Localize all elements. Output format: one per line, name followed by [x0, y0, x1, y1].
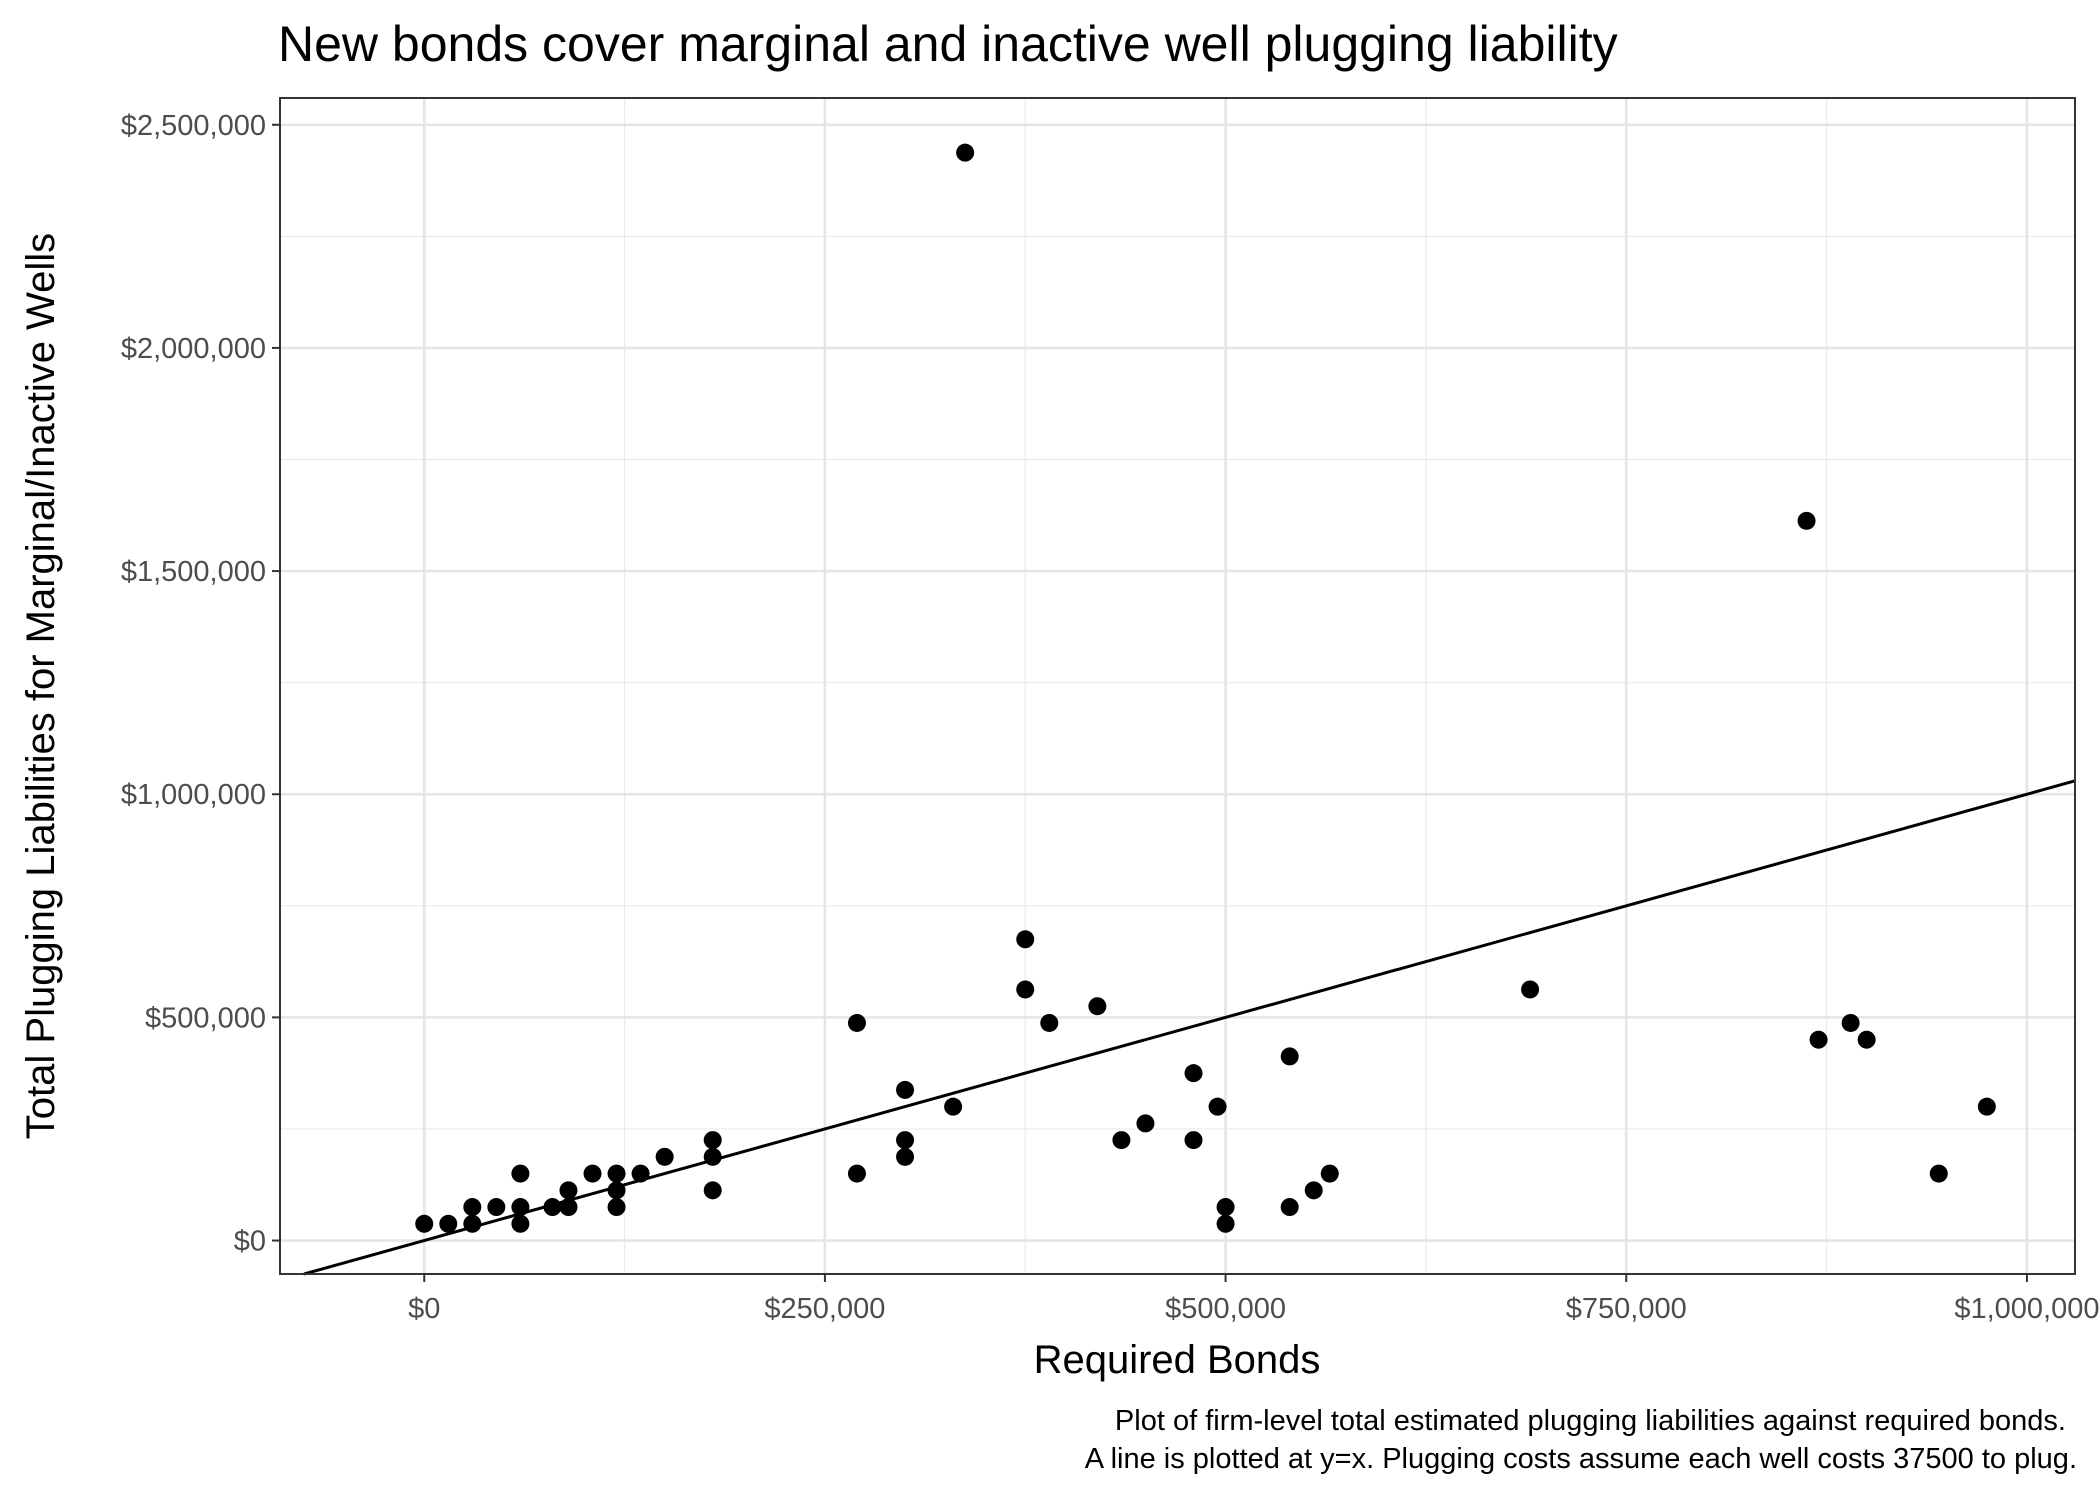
data-point	[1184, 1131, 1203, 1150]
data-point	[1184, 1064, 1203, 1083]
data-point	[655, 1147, 674, 1166]
data-point	[1208, 1097, 1227, 1116]
caption-line-1: Plot of firm-level total estimated plugg…	[1115, 1405, 2066, 1437]
points-layer	[415, 143, 1996, 1233]
data-point	[896, 1131, 915, 1150]
panel-border	[279, 97, 2076, 1275]
grid-layer	[280, 98, 2075, 1274]
x-tick-label: $250,000	[764, 1293, 885, 1325]
reference-line-layer	[303, 779, 2076, 1276]
data-point	[703, 1181, 722, 1200]
data-point	[631, 1164, 650, 1183]
data-point	[1040, 1013, 1059, 1032]
data-point	[1521, 980, 1540, 999]
x-tick-label: $1,000,000	[1954, 1293, 2099, 1325]
x-tick-label: $0	[408, 1293, 440, 1325]
data-point	[1280, 1047, 1299, 1066]
data-point	[944, 1097, 963, 1116]
data-point	[1929, 1164, 1948, 1183]
reference-line-y-equals-x	[303, 779, 2076, 1276]
y-tick-label: $2,500,000	[121, 110, 266, 142]
data-point	[1977, 1097, 1996, 1116]
data-point	[543, 1198, 562, 1217]
data-point	[463, 1198, 482, 1217]
data-point	[896, 1080, 915, 1099]
data-point	[583, 1164, 602, 1183]
data-point	[847, 1164, 866, 1183]
data-point	[956, 143, 975, 162]
tick-layer: $0 $250,000 $500,000 $750,000 $1,000,000 $0 $5…	[121, 110, 2100, 1325]
data-point	[607, 1198, 626, 1217]
data-point	[559, 1198, 578, 1217]
data-point	[1320, 1164, 1339, 1183]
chart-title: New bonds cover marginal and inactive we…	[278, 16, 1618, 72]
data-point	[439, 1214, 458, 1233]
data-point	[1841, 1013, 1860, 1032]
data-point	[1280, 1198, 1299, 1217]
data-point	[1016, 930, 1035, 949]
data-point	[607, 1181, 626, 1200]
data-point	[1088, 997, 1107, 1016]
data-point	[896, 1147, 915, 1166]
data-point	[463, 1214, 482, 1233]
data-point	[607, 1164, 626, 1183]
x-tick-label: $750,000	[1566, 1293, 1687, 1325]
y-tick-label: $1,500,000	[121, 556, 266, 588]
data-point	[847, 1013, 866, 1032]
data-point	[703, 1147, 722, 1166]
caption-line-2: A line is plotted at y=x. Plugging costs…	[1085, 1443, 2077, 1475]
data-point	[511, 1198, 530, 1217]
data-point	[1112, 1131, 1131, 1150]
y-tick-label: $2,000,000	[121, 333, 266, 365]
data-point	[415, 1214, 434, 1233]
x-tick-label: $500,000	[1165, 1293, 1286, 1325]
data-point	[1304, 1181, 1323, 1200]
y-axis-title: Total Plugging Liabilities for Marginal/…	[19, 233, 63, 1139]
data-point	[559, 1181, 578, 1200]
data-point	[1136, 1114, 1155, 1133]
y-tick-label: $500,000	[145, 1002, 266, 1034]
data-point	[487, 1198, 506, 1217]
data-point	[511, 1164, 530, 1183]
data-point	[703, 1131, 722, 1150]
data-point	[1216, 1214, 1235, 1233]
data-point	[1016, 980, 1035, 999]
y-tick-label: $0	[234, 1226, 266, 1258]
x-axis-title: Required Bonds	[1034, 1338, 1321, 1382]
y-tick-label: $1,000,000	[121, 779, 266, 811]
data-point	[1809, 1030, 1828, 1049]
data-point	[511, 1214, 530, 1233]
data-point	[1857, 1030, 1876, 1049]
data-point	[1216, 1198, 1235, 1217]
data-point	[1797, 511, 1816, 530]
